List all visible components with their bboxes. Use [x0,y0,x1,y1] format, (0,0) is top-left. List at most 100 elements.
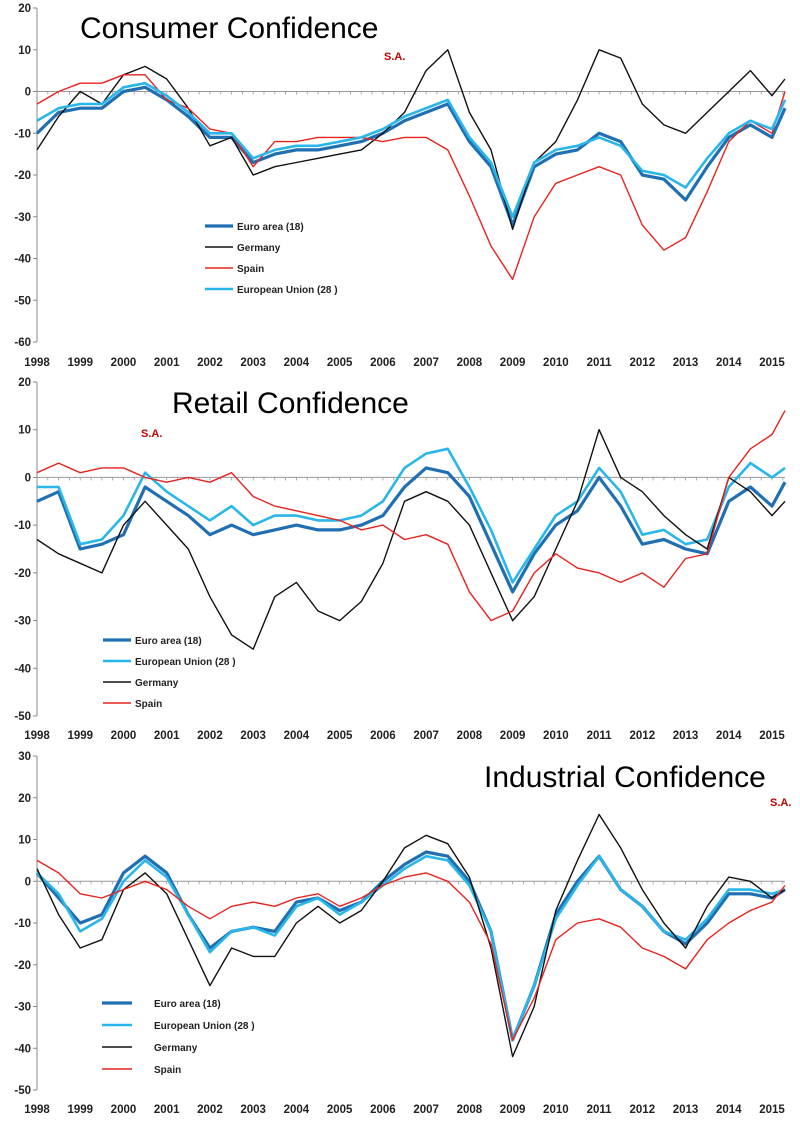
y-tick-label: -10 [14,520,31,532]
series-line-euro-area-18 [35,850,786,1042]
x-tick-label: 2004 [284,357,310,369]
x-tick-label: 2001 [154,357,180,369]
legend-label: Germany [154,1043,198,1054]
chart-title: Consumer Confidence [80,12,379,45]
x-tick-label: 2008 [457,730,483,742]
y-tick-label: 20 [18,3,31,15]
series-line-euro-area-18 [36,466,787,594]
x-tick-label: 2008 [457,1104,483,1116]
legend-label: Euro area (18) [237,222,304,233]
x-tick-label: 2014 [716,357,742,369]
y-tick-label: -50 [14,1085,31,1097]
legend-label: Germany [237,243,281,254]
x-tick-label: 2009 [500,1104,526,1116]
sa-note: S.A. [384,51,405,63]
chart-title: Retail Confidence [172,387,409,420]
x-tick-label: 2010 [543,357,569,369]
x-tick-label: 2012 [630,357,656,369]
x-tick-label: 2009 [500,730,526,742]
chart-title: Industrial Confidence [484,761,766,794]
y-tick-label: 20 [18,793,31,805]
y-tick-label: -20 [14,960,31,972]
y-tick-label: 0 [25,876,31,888]
x-tick-label: 2002 [197,730,223,742]
x-tick-label: 2001 [154,730,180,742]
y-tick-label: 20 [18,377,31,389]
series-line-germany [36,429,786,650]
legend-label: Euro area (18) [154,999,221,1010]
x-tick-label: 2007 [413,1104,439,1116]
x-tick-label: 2005 [327,1104,353,1116]
x-tick-label: 2002 [197,1104,223,1116]
x-tick-label: 2003 [240,357,266,369]
y-tick-label: 10 [18,45,31,57]
y-tick-label: -20 [14,568,31,580]
series-line-spain [36,859,786,1041]
series-line-germany [36,813,786,1058]
x-tick-label: 2012 [630,730,656,742]
x-tick-label: 2001 [154,1104,180,1116]
x-tick-label: 2002 [197,357,223,369]
legend-label: European Union (28 ) [135,657,236,668]
sa-note: S.A. [141,428,162,440]
series-line-spain [36,74,786,281]
y-tick-label: -20 [14,170,31,182]
series-line-germany [36,49,786,231]
x-tick-label: 2013 [673,357,699,369]
x-tick-label: 2010 [543,1104,569,1116]
legend-label: European Union (28 ) [154,1021,255,1032]
x-tick-label: 2006 [370,357,396,369]
x-tick-label: 2005 [327,730,353,742]
legend-label: European Union (28 ) [237,285,338,296]
x-tick-label: 2007 [413,730,439,742]
x-tick-label: 2015 [759,730,785,742]
x-tick-label: 1999 [67,357,93,369]
legend-label: Germany [135,678,179,689]
x-tick-label: 2003 [240,1104,266,1116]
series-line-european-union-28 [36,81,787,219]
x-tick-label: 2011 [587,730,613,742]
x-tick-label: 1998 [24,730,50,742]
x-tick-label: 2000 [111,1104,137,1116]
series-line-european-union-28 [37,447,786,584]
x-tick-label: 2000 [111,730,137,742]
y-tick-label: -50 [14,295,31,307]
x-tick-label: 2004 [284,1104,310,1116]
y-tick-label: -50 [14,711,31,723]
x-tick-label: 2011 [587,357,613,369]
x-tick-label: 2014 [716,1104,742,1116]
x-tick-label: 2011 [587,1104,613,1116]
x-tick-label: 1999 [67,730,93,742]
series-line-european-union-28 [36,854,786,1042]
legend-label: Spain [154,1065,181,1076]
x-tick-label: 2000 [111,357,137,369]
y-tick-label: -30 [14,616,31,628]
legend-label: Euro area (18) [135,636,202,647]
x-tick-label: 2003 [240,730,266,742]
x-tick-label: 2010 [543,730,569,742]
y-tick-label: -10 [14,918,31,930]
x-tick-label: 2013 [673,730,699,742]
legend-label: Spain [135,699,162,710]
y-tick-label: 0 [25,87,31,99]
x-tick-label: 1999 [67,1104,93,1116]
x-tick-label: 1998 [24,357,50,369]
y-tick-label: -40 [14,1043,31,1055]
series-line-spain [36,410,786,622]
y-tick-label: -40 [14,663,31,675]
x-tick-label: 2015 [759,1104,785,1116]
y-tick-label: 0 [25,472,31,484]
x-tick-label: 2013 [673,1104,699,1116]
x-tick-label: 2014 [716,730,742,742]
series-line-euro-area-18 [35,85,787,227]
y-tick-label: 10 [18,425,31,437]
x-tick-label: 1998 [24,1104,50,1116]
sa-note: S.A. [770,797,791,809]
x-tick-label: 2015 [759,357,785,369]
x-tick-label: 2008 [457,357,483,369]
y-tick-label: -30 [14,212,31,224]
